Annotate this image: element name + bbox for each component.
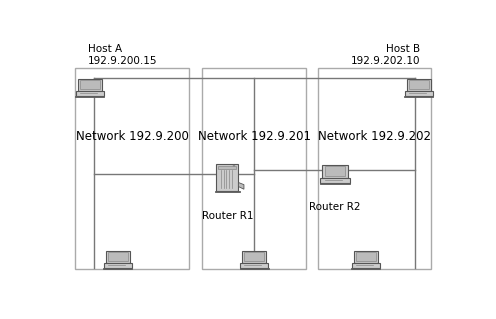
Bar — [404, 96, 434, 97]
Bar — [320, 178, 350, 183]
Bar — [76, 91, 104, 96]
Bar — [352, 263, 379, 268]
Bar — [364, 263, 368, 265]
Text: Router R1: Router R1 — [201, 211, 253, 221]
Bar — [104, 263, 132, 268]
Bar — [324, 167, 345, 176]
Bar — [103, 268, 132, 269]
Bar — [252, 263, 256, 265]
Bar — [405, 91, 433, 96]
Bar — [322, 165, 348, 178]
Bar — [80, 80, 100, 89]
Bar — [240, 268, 269, 269]
Text: Network 192.9.200: Network 192.9.200 — [76, 130, 189, 143]
Bar — [354, 251, 378, 263]
Polygon shape — [239, 182, 244, 189]
Bar — [108, 252, 127, 261]
Bar — [351, 268, 380, 269]
Bar — [77, 79, 102, 91]
Bar — [319, 183, 350, 184]
Bar — [356, 252, 375, 261]
Text: Host B
192.9.202.10: Host B 192.9.202.10 — [351, 44, 420, 66]
Bar — [417, 91, 421, 93]
Bar — [242, 251, 266, 263]
Bar — [202, 68, 306, 269]
Bar — [215, 190, 240, 192]
Bar — [218, 166, 236, 169]
Bar — [106, 251, 130, 263]
Text: Network 192.9.202: Network 192.9.202 — [318, 130, 431, 143]
Bar — [75, 68, 189, 269]
Text: Router R2: Router R2 — [309, 202, 361, 211]
Bar — [317, 68, 431, 269]
Bar — [409, 80, 429, 89]
Bar — [407, 79, 431, 91]
Bar — [240, 263, 268, 268]
Bar — [245, 252, 264, 261]
Bar — [75, 96, 104, 97]
Text: Host A
192.9.200.15: Host A 192.9.200.15 — [88, 44, 158, 66]
Bar — [88, 91, 91, 93]
Bar — [116, 263, 120, 265]
Circle shape — [233, 165, 235, 166]
Bar — [333, 178, 337, 180]
Text: Network 192.9.201: Network 192.9.201 — [198, 130, 310, 143]
Bar — [216, 164, 239, 190]
